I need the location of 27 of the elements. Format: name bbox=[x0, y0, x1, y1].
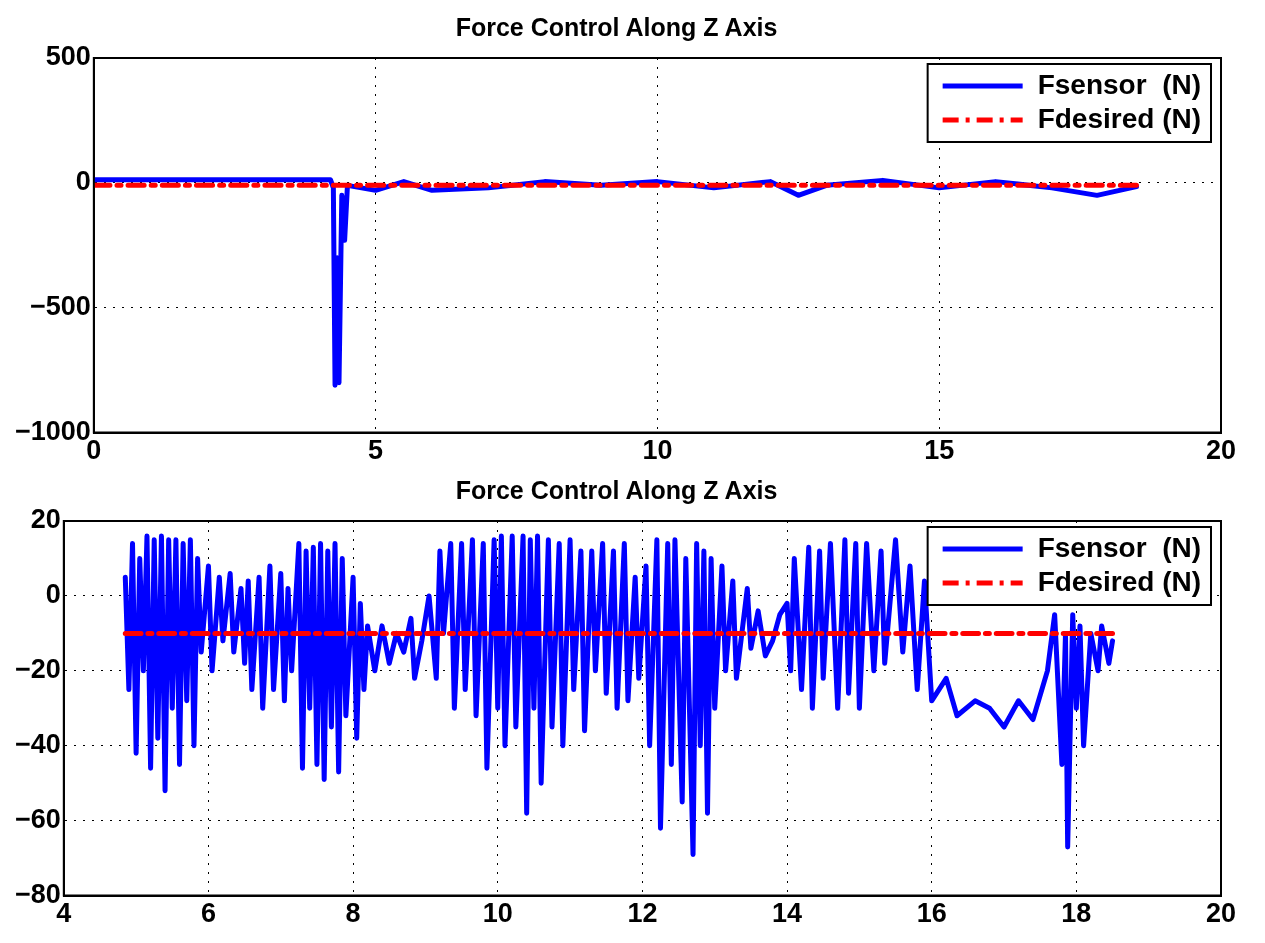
y-tick-label: −500 bbox=[30, 291, 91, 322]
x-tick-label: 12 bbox=[627, 898, 658, 929]
legend-label: Fsensor (N) bbox=[1037, 531, 1202, 563]
y-tick-label: −40 bbox=[14, 729, 61, 760]
x-tick-label: 14 bbox=[772, 898, 803, 929]
x-tick-label: 8 bbox=[345, 898, 361, 929]
y-tick-label: −20 bbox=[14, 654, 61, 685]
legend-label: Fdesired (N) bbox=[1037, 102, 1202, 134]
y-tick-label: 20 bbox=[30, 504, 61, 535]
y-tick-label: 0 bbox=[45, 579, 61, 610]
x-tick-label: 15 bbox=[924, 435, 955, 466]
y-tick-label: −60 bbox=[14, 804, 61, 835]
chart-title: Force Control Along Z Axis bbox=[455, 475, 778, 504]
legend-label: Fsensor (N) bbox=[1037, 68, 1202, 100]
x-tick-label: 5 bbox=[368, 435, 384, 466]
x-tick-label: 16 bbox=[916, 898, 947, 929]
x-tick-label: 10 bbox=[642, 435, 673, 466]
legend-label: Fdesired (N) bbox=[1037, 565, 1202, 597]
y-tick-label: 500 bbox=[45, 41, 91, 72]
x-tick-label: 10 bbox=[482, 898, 513, 929]
y-tick-label: 0 bbox=[75, 166, 91, 197]
y-tick-label: −80 bbox=[14, 879, 61, 910]
chart-title: Force Control Along Z Axis bbox=[455, 12, 778, 41]
x-tick-label: 18 bbox=[1061, 898, 1092, 929]
x-tick-label: 6 bbox=[200, 898, 216, 929]
x-tick-label: 20 bbox=[1205, 898, 1237, 929]
x-tick-label: 20 bbox=[1205, 435, 1237, 466]
